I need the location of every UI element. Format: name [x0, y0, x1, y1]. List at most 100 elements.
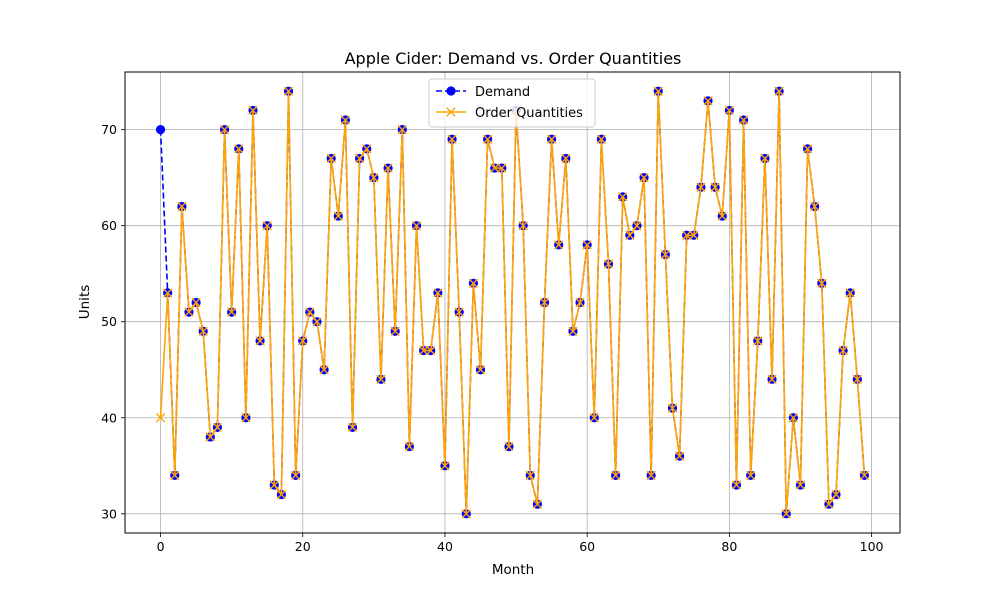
x-tick-label: 20 — [295, 539, 311, 554]
data-point-order-quantities — [532, 499, 543, 509]
data-point-order-quantities — [838, 345, 848, 356]
y-axis-label: Units — [77, 285, 93, 320]
data-point-order-quantities — [859, 470, 870, 481]
data-point-order-quantities — [539, 297, 550, 308]
data-point-order-quantities — [212, 422, 223, 433]
data-point-order-quantities — [689, 230, 699, 240]
data-point-order-quantities — [390, 326, 400, 337]
data-point-order-quantities — [248, 105, 258, 116]
data-point-order-quantities — [276, 489, 287, 500]
data-point-order-quantities — [497, 163, 507, 173]
x-tick-label: 60 — [579, 539, 595, 554]
data-point-order-quantities — [639, 172, 649, 183]
data-point-order-quantities — [362, 144, 372, 154]
data-point-order-quantities — [241, 413, 251, 423]
data-point-order-quantities — [618, 192, 628, 202]
data-point-order-quantities — [219, 124, 230, 135]
data-point-order-quantities — [717, 211, 727, 221]
data-point-order-quantities — [155, 413, 166, 423]
data-point-order-quantities — [305, 307, 315, 317]
data-point-order-quantities — [262, 220, 272, 231]
data-point-order-quantities — [177, 201, 187, 212]
x-axis-label: Month — [492, 562, 534, 578]
data-point-order-quantities — [682, 230, 692, 240]
legend-item-order-quantities — [436, 107, 466, 117]
data-point-order-quantities — [354, 153, 365, 164]
data-point-order-quantities — [198, 326, 208, 337]
data-point-order-quantities — [347, 422, 358, 433]
data-point-order-quantities — [290, 470, 301, 481]
x-tick-label: 40 — [437, 539, 453, 554]
data-point-order-quantities — [454, 307, 464, 317]
data-point-order-quantities — [426, 345, 436, 356]
series-order-quantities — [155, 86, 870, 519]
data-point-order-quantities — [490, 163, 500, 173]
data-point-order-quantities — [817, 278, 827, 288]
series-line-order-quantities — [159, 90, 866, 515]
data-point-order-quantities — [333, 211, 343, 221]
data-point-order-quantities — [518, 220, 528, 231]
data-point-order-quantities — [625, 230, 635, 240]
legend: Demand Order Quantities — [428, 78, 596, 128]
data-point-order-quantities — [575, 297, 585, 308]
data-point-order-quantities — [191, 297, 201, 308]
data-point-order-quantities — [568, 326, 578, 337]
series-layer — [155, 86, 870, 519]
data-point-order-quantities — [788, 413, 799, 423]
data-point-order-quantities — [809, 201, 820, 212]
data-point-order-quantities — [646, 470, 656, 481]
x-tick-label: 0 — [157, 539, 165, 554]
data-point-order-quantities — [226, 307, 237, 317]
data-point-order-quantities — [319, 365, 329, 375]
data-point-order-quantities — [660, 249, 671, 260]
data-point-order-quantities — [475, 365, 486, 375]
chart-title: Apple Cider: Demand vs. Order Quantities — [345, 49, 682, 68]
legend-box — [428, 78, 596, 128]
data-point-order-quantities — [731, 480, 742, 490]
data-point-order-quantities — [162, 288, 173, 298]
data-point-order-quantities — [696, 182, 706, 192]
data-point-order-quantities — [418, 345, 429, 356]
data-point-order-quantities — [411, 220, 422, 231]
data-point-order-quantities — [610, 470, 621, 481]
y-tick-label: 70 — [101, 122, 117, 137]
data-point-order-quantities — [504, 441, 514, 452]
data-point-order-quantities — [205, 432, 216, 442]
plot-area-frame — [124, 71, 901, 534]
legend-marker-demand — [446, 86, 456, 96]
axis-ticks: 0 20 40 60 80 100 30 40 50 60 70 — [101, 122, 883, 554]
data-point-order-quantities — [340, 115, 351, 125]
data-point-order-quantities — [269, 480, 280, 490]
data-point-order-quantities — [447, 134, 457, 144]
data-point-order-quantities — [255, 336, 265, 346]
legend-item-demand — [436, 86, 466, 96]
data-point-order-quantities — [738, 115, 749, 125]
data-point-order-quantities — [603, 259, 614, 269]
legend-marker-order-quantities — [446, 107, 456, 117]
data-point-demand — [155, 125, 166, 135]
y-tick-label: 60 — [101, 218, 117, 233]
data-point-order-quantities — [554, 240, 564, 250]
data-point-order-quantities — [525, 470, 535, 481]
data-point-order-quantities — [312, 317, 322, 327]
data-point-order-quantities — [546, 134, 557, 144]
data-point-order-quantities — [852, 374, 863, 385]
data-point-order-quantities — [753, 336, 763, 346]
data-point-order-quantities — [376, 374, 386, 385]
data-point-order-quantities — [170, 470, 180, 481]
data-point-order-quantities — [234, 144, 244, 154]
data-point-order-quantities — [845, 288, 855, 298]
data-point-order-quantities — [482, 134, 493, 144]
data-point-order-quantities — [767, 374, 777, 385]
data-point-order-quantities — [760, 153, 770, 164]
data-point-order-quantities — [774, 86, 784, 96]
data-point-order-quantities — [184, 307, 194, 317]
data-point-order-quantities — [369, 172, 379, 183]
x-tick-label: 100 — [860, 539, 884, 554]
data-point-order-quantities — [667, 403, 678, 413]
data-point-order-quantities — [404, 441, 415, 452]
data-point-order-quantities — [653, 86, 663, 96]
data-point-order-quantities — [745, 470, 756, 481]
y-tick-label: 40 — [101, 410, 117, 425]
